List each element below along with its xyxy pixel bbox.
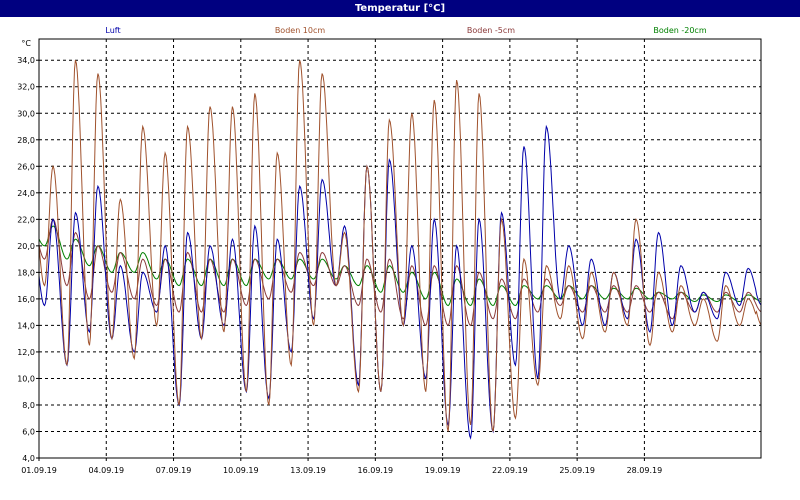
legend-entry: Boden -20cm	[653, 26, 706, 35]
y-tick-label: 34,0	[17, 56, 35, 65]
y-tick-label: 6,0	[22, 427, 35, 436]
x-tick-label: 22.09.19	[492, 466, 528, 475]
legend-entry: Boden 10cm	[275, 26, 326, 35]
legend-entry: Boden -5cm	[467, 26, 515, 35]
x-tick-label: 13.09.19	[290, 466, 326, 475]
plot-frame	[38, 38, 762, 459]
series-line-boden-10cm	[38, 60, 762, 432]
y-tick-label: 26,0	[17, 162, 35, 171]
x-tick-label: 19.09.19	[425, 466, 461, 475]
x-tick-label: 10.09.19	[223, 466, 259, 475]
temperature-chart: 4,0 6,0 8,0 10,0 12,0 14,0 16,0 18,0 20,0 22,0 24,…	[17, 26, 762, 475]
y-tick-label: 14,0	[17, 321, 35, 330]
x-tick-label: 07.09.19	[156, 466, 192, 475]
y-tick-label: 16,0	[17, 295, 35, 304]
window-title: Temperatur [°C]	[0, 0, 800, 17]
x-tick-label: 01.09.19	[21, 466, 57, 475]
y-tick-label: 28,0	[17, 136, 35, 145]
y-tick-label: 24,0	[17, 189, 35, 198]
x-tick-label: 25.09.19	[559, 466, 595, 475]
y-tick-label: 4,0	[22, 454, 35, 463]
y-tick-label: 8,0	[22, 401, 35, 410]
x-tick-label: 28.09.19	[627, 466, 663, 475]
y-tick-label: 18,0	[17, 268, 35, 277]
x-tick-label: 04.09.19	[88, 466, 124, 475]
y-tick-label: 22,0	[17, 215, 35, 224]
y-axis-unit: °C	[21, 39, 31, 48]
y-tick-label: 30,0	[17, 109, 35, 118]
y-tick-label: 32,0	[17, 83, 35, 92]
y-tick-label: 10,0	[17, 374, 35, 383]
y-tick-label: 12,0	[17, 348, 35, 357]
y-tick-label: 20,0	[17, 242, 35, 251]
legend-entry: Luft	[105, 26, 120, 35]
x-tick-label: 16.09.19	[358, 466, 394, 475]
